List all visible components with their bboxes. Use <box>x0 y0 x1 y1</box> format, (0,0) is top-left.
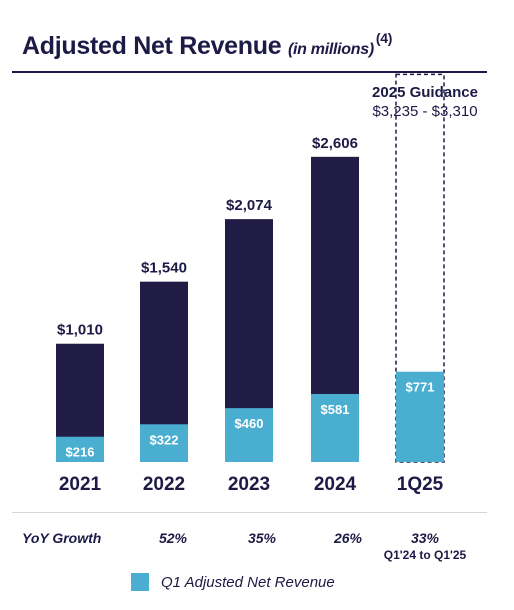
growth-value-1q25: 33% <box>410 530 440 546</box>
q1-label-1q25: $771 <box>406 380 435 395</box>
guidance-box: 2025 Guidance $3,235 - $3,310 <box>340 84 510 120</box>
bar-chart: $1,010 $216 2021 $1,540 $322 2022 $2,074 $460 20… <box>56 73 445 495</box>
q1-label-2023: $460 <box>235 416 264 431</box>
growth-label: YoY Growth <box>22 530 102 546</box>
x-tick-label-2022: 2022 <box>143 474 185 495</box>
total-label-2024: $2,606 <box>312 135 358 152</box>
total-label-2021: $1,010 <box>57 322 103 339</box>
guidance-title: 2025 Guidance <box>372 84 478 101</box>
q1-bar-2021 <box>56 436 104 462</box>
q1-bar-2024 <box>311 393 359 462</box>
guidance-bar-outline <box>395 73 445 463</box>
legend: Q1 Adjusted Net Revenue <box>131 573 335 591</box>
q1-label-2024: $581 <box>321 402 350 417</box>
x-tick-label-2021: 2021 <box>59 474 102 495</box>
title-subtitle: (in millions) <box>288 41 374 58</box>
growth-value-2022: 52% <box>158 530 188 546</box>
guidance-range: $3,235 - $3,310 <box>372 103 478 120</box>
q1-bar-1q25 <box>396 371 444 462</box>
q1-label-2022: $322 <box>150 432 179 447</box>
total-label-2022: $1,540 <box>141 260 187 277</box>
growth-divider <box>12 512 487 513</box>
q1-bar-2023 <box>225 408 273 462</box>
title-divider <box>12 71 487 73</box>
q1-bar-2022 <box>140 424 188 462</box>
q1-label-2021: $216 <box>66 445 95 460</box>
chart-title: Adjusted Net Revenue (in millions)(4) <box>22 30 392 61</box>
legend-swatch <box>131 573 149 591</box>
growth-note: Q1'24 to Q1'25 <box>383 548 467 562</box>
x-tick-label-2024: 2024 <box>314 474 357 495</box>
x-tick-label-2023: 2023 <box>228 474 270 495</box>
legend-label: Q1 Adjusted Net Revenue <box>161 573 335 591</box>
title-main: Adjusted Net Revenue <box>22 32 282 60</box>
total-label-2023: $2,074 <box>226 197 273 214</box>
growth-value-2023: 35% <box>247 530 277 546</box>
growth-value-2024: 26% <box>333 530 363 546</box>
title-footnote: (4) <box>375 30 393 46</box>
x-tick-label-1q25: 1Q25 <box>397 474 444 495</box>
